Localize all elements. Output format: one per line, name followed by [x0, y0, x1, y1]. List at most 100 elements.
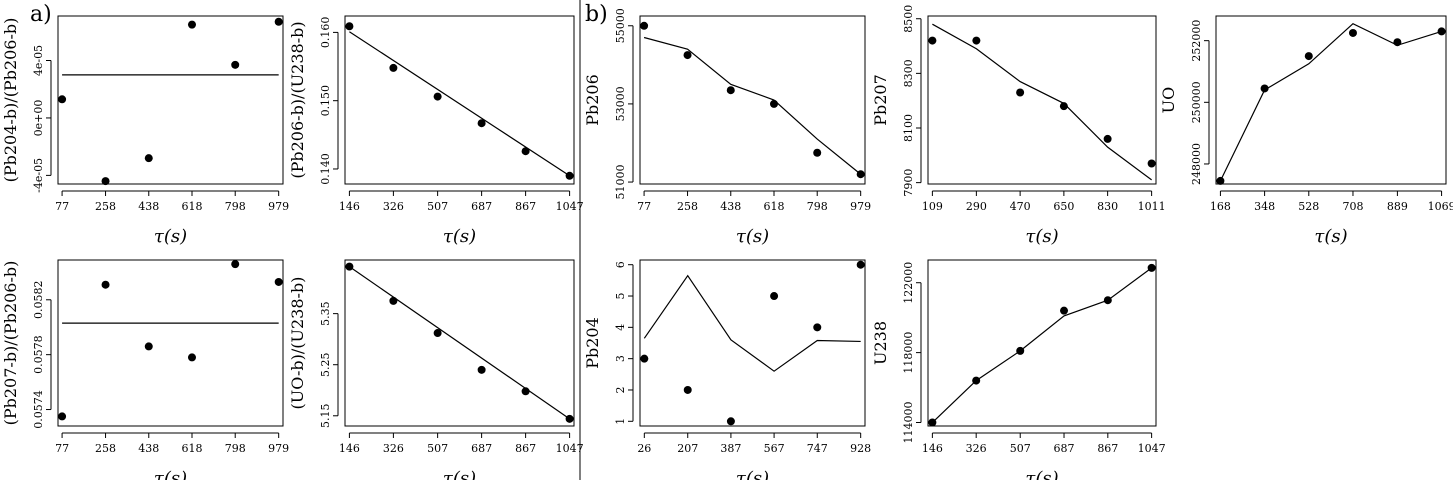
x-tick-label: 146	[339, 200, 360, 213]
y-tick-label: 0.150	[319, 85, 332, 117]
y-tick-label: 8300	[902, 59, 915, 87]
plot-frame	[57, 259, 284, 427]
y-tick-label: 8500	[902, 5, 915, 33]
plot-frame	[639, 259, 866, 427]
y-tick-label: 118000	[902, 332, 915, 374]
y-axis-title: (Pb204-b)/(Pb206-b)	[1, 18, 20, 183]
y-tick-label: 0.140	[319, 153, 332, 185]
data-point	[972, 376, 981, 385]
x-tick-label: 258	[95, 200, 116, 213]
x-tick-label: 867	[515, 442, 536, 455]
y-axis-title: U238	[871, 321, 890, 365]
data-point	[683, 51, 692, 60]
plot-frame	[927, 15, 1157, 185]
y-tick-label: 248000	[1190, 143, 1203, 185]
data-point	[1103, 134, 1112, 143]
x-tick-label: 326	[383, 442, 404, 455]
data-point	[1304, 52, 1313, 61]
data-point	[477, 119, 486, 128]
x-tick-label: 1047	[1138, 442, 1166, 455]
fit-line	[349, 31, 570, 177]
y-tick-label: 250000	[1190, 81, 1203, 123]
y-tick-label: 0.0582	[32, 281, 45, 320]
y-tick-label: 6	[614, 261, 627, 268]
plot-pb204b_pb206b: 77 258 438 618 798 979 -4e-05 0e+00 4e-05 τ(s) (Pb…	[1, 15, 289, 247]
data-point	[1059, 102, 1068, 111]
data-point	[187, 20, 196, 29]
data-point	[769, 99, 778, 108]
fit-line	[349, 266, 570, 420]
data-point	[345, 262, 354, 271]
plot-frame	[57, 15, 284, 185]
plot-frame	[927, 259, 1157, 427]
data-point	[345, 22, 354, 31]
data-point	[144, 154, 153, 163]
fit-line	[932, 23, 1152, 181]
y-tick-label: 55000	[614, 8, 627, 43]
plot-frame	[1215, 15, 1447, 185]
y-axis-title: Pb206	[583, 74, 602, 126]
data-point	[433, 329, 442, 338]
plot-frame	[344, 259, 575, 427]
plot-pb204: 26 207 387 567 747 928 1 2 3 4 5 6 τ(s) Pb204	[583, 259, 871, 480]
x-axis-title: τ(s)	[1025, 468, 1058, 480]
x-tick-label: 1011	[1138, 200, 1166, 213]
data-point	[1103, 296, 1112, 305]
data-point	[565, 171, 574, 180]
data-point	[928, 418, 937, 427]
x-tick-label: 326	[966, 442, 987, 455]
x-tick-label: 77	[637, 200, 651, 213]
data-point	[1348, 28, 1357, 37]
data-point	[1147, 263, 1156, 272]
x-tick-label: 618	[181, 442, 202, 455]
x-tick-label: 168	[1210, 200, 1231, 213]
y-tick-label: 4e-05	[32, 45, 45, 76]
data-point	[389, 296, 398, 305]
plot-pb207: 109 290 470 650 830 1011 7900 8100 8300 8500 τ(s) P…	[871, 5, 1166, 247]
plot-uo: 168 348 528 708 889 1069 248000 250000 252000 τ(s…	[1159, 15, 1453, 247]
x-tick-label: 438	[720, 200, 741, 213]
y-tick-label: -4e-05	[32, 158, 45, 193]
x-axis-title: τ(s)	[1314, 226, 1347, 247]
x-tick-label: 26	[637, 442, 651, 455]
x-tick-label: 1069	[1428, 200, 1453, 213]
plot-pb206b_u238b: 146 326 507 687 867 1047 0.140 0.150 0.160 τ(s) (P…	[288, 15, 584, 247]
y-tick-label: 2	[614, 386, 627, 393]
x-tick-label: 798	[225, 200, 246, 213]
data-point	[770, 292, 779, 301]
data-point	[726, 86, 735, 95]
y-tick-label: 0e+00	[32, 100, 45, 137]
data-point	[58, 412, 67, 421]
x-axis-title: τ(s)	[154, 226, 187, 247]
data-point	[683, 385, 692, 394]
plot-frame	[344, 15, 575, 185]
x-tick-label: 146	[922, 442, 943, 455]
plot-pb207b_pb206b: 77 258 438 618 798 979 0.0574 0.0578 0.0582 τ(s) (…	[1, 259, 289, 480]
x-axis-title: τ(s)	[443, 468, 476, 480]
data-point	[521, 147, 530, 156]
fit-line	[931, 267, 1152, 423]
panel-label-a: a)	[30, 2, 52, 27]
plot-frame	[639, 15, 866, 185]
data-point	[1016, 346, 1025, 355]
data-point	[640, 21, 649, 30]
x-tick-label: 798	[807, 200, 828, 213]
x-axis-title: τ(s)	[736, 226, 769, 247]
plots-container: 77 258 438 618 798 979 -4e-05 0e+00 4e-05 τ(s) (Pb…	[1, 5, 1453, 480]
x-tick-label: 528	[1298, 200, 1319, 213]
x-tick-label: 348	[1254, 200, 1275, 213]
y-tick-label: 8100	[902, 114, 915, 142]
data-point	[1437, 27, 1446, 36]
x-axis-title: τ(s)	[154, 468, 187, 480]
x-tick-label: 507	[427, 442, 448, 455]
data-point	[231, 60, 240, 69]
y-tick-label: 0.0574	[32, 390, 45, 429]
x-tick-label: 928	[850, 442, 871, 455]
y-axis-title: (UO-b)/(U238-b)	[288, 277, 307, 410]
y-tick-label: 3	[614, 355, 627, 362]
y-tick-label: 5	[614, 293, 627, 300]
data-point	[433, 92, 442, 101]
x-axis-title: τ(s)	[736, 468, 769, 480]
y-axis-title: Pb204	[583, 317, 602, 369]
x-tick-label: 109	[922, 200, 943, 213]
